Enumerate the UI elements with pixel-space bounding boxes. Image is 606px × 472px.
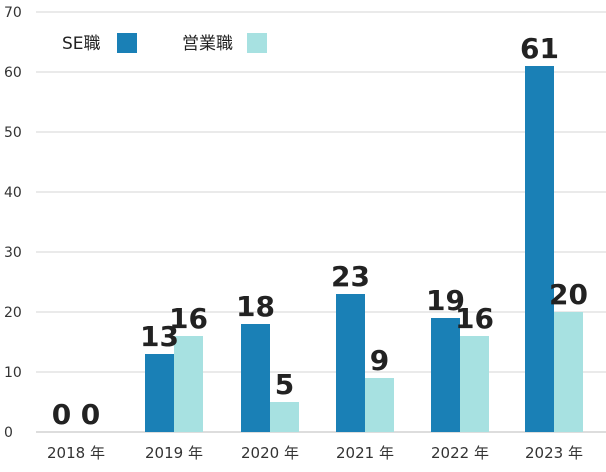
data-label: 9	[370, 344, 389, 377]
y-tick-label: 50	[4, 125, 22, 141]
y-tick-label: 60	[4, 65, 22, 81]
y-tick-label: 70	[4, 5, 22, 21]
x-tick-label: 2020 年	[241, 444, 299, 462]
bar-se	[336, 294, 365, 432]
y-tick-label: 20	[4, 305, 22, 321]
data-label: 0	[52, 398, 71, 431]
legend-swatch	[117, 33, 137, 53]
legend: SE職 営業職	[62, 33, 267, 54]
data-label: 0	[81, 398, 100, 431]
y-axis-ticks: 0 10 20 30 40 50 60 70	[4, 5, 22, 441]
legend-swatch	[247, 33, 267, 53]
y-tick-label: 40	[4, 185, 22, 201]
bar-sales	[460, 336, 489, 432]
bar-sales	[174, 336, 203, 432]
bar-se	[145, 354, 174, 432]
x-axis-ticks: 2018 年 2019 年 2020 年 2021 年 2022 年 2023 年	[47, 444, 583, 462]
data-label: 16	[455, 302, 494, 335]
y-tick-label: 10	[4, 365, 22, 381]
legend-label: 営業職	[182, 34, 233, 54]
bar-se	[431, 318, 460, 432]
y-tick-label: 30	[4, 245, 22, 261]
bars	[145, 66, 583, 432]
data-label: 19	[426, 284, 465, 317]
y-tick-label: 0	[4, 425, 13, 441]
x-tick-label: 2023 年	[525, 444, 583, 462]
data-label: 13	[140, 320, 179, 353]
bar-sales	[270, 402, 299, 432]
x-tick-label: 2018 年	[47, 444, 105, 462]
bar-se	[525, 66, 554, 432]
data-label: 18	[236, 290, 275, 323]
data-label: 23	[331, 260, 370, 293]
x-tick-label: 2021 年	[336, 444, 394, 462]
legend-label: SE職	[62, 34, 101, 54]
bar-se	[241, 324, 270, 432]
bar-sales	[365, 378, 394, 432]
data-label: 61	[520, 32, 559, 65]
x-tick-label: 2019 年	[145, 444, 203, 462]
data-label: 5	[275, 368, 294, 401]
x-tick-label: 2022 年	[431, 444, 489, 462]
data-label: 20	[549, 278, 588, 311]
data-label: 16	[169, 302, 208, 335]
gridlines	[36, 11, 606, 433]
bar-sales	[554, 312, 583, 432]
